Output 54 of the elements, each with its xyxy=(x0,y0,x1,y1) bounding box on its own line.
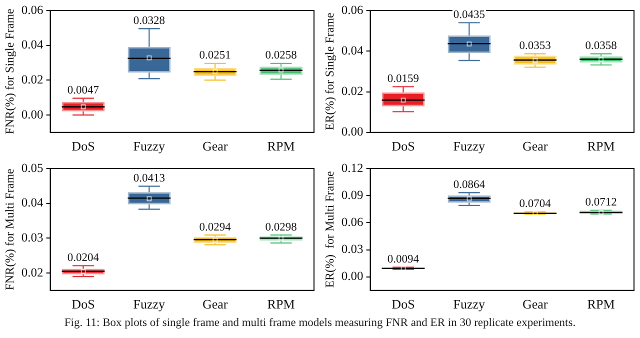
text: 0.0298 xyxy=(265,221,297,234)
y-tick-label: 0.04 xyxy=(21,38,44,52)
text: 0.0251 xyxy=(199,50,231,62)
y-axis-title: ER(%) for Single Frame xyxy=(322,12,336,130)
x-tick-label: Fuzzy xyxy=(453,296,486,312)
y-axis-title: FNR(%) for Multi Frame xyxy=(2,168,16,290)
y-tick-label: 0.03 xyxy=(341,242,364,256)
x-tick-label: Fuzzy xyxy=(133,138,166,154)
y-tick-label: 0.00 xyxy=(341,124,364,139)
y-tick-label: 0.06 xyxy=(341,2,364,17)
x-tick-label: Gear xyxy=(522,296,548,312)
y-tick-label: 0.02 xyxy=(21,265,44,280)
x-tick-label: Gear xyxy=(202,296,228,312)
caption: Fig. 11: Box plots of single frame and multi frame models measuring FNR and ER in 30 replicate experiments. xyxy=(63,316,577,330)
x-tick-label: Fuzzy xyxy=(133,296,166,312)
y-tick-label: 0.03 xyxy=(21,230,44,244)
y-tick-label: 0.02 xyxy=(341,84,364,98)
x-tick-label: RPM xyxy=(587,296,616,312)
x-tick-label: DoS xyxy=(392,296,415,312)
text: 0.0094 xyxy=(387,254,420,266)
text: 0.0358 xyxy=(585,40,617,52)
x-tick-label: Gear xyxy=(522,138,548,154)
y-tick-label: 0.12 xyxy=(341,160,364,175)
text: 0.0258 xyxy=(265,50,297,62)
text: 0.0435 xyxy=(453,8,485,21)
y-tick-label: 0.04 xyxy=(341,43,364,58)
x-tick-label: DoS xyxy=(72,296,95,312)
x-tick-label: DoS xyxy=(72,138,95,154)
x-tick-label: Gear xyxy=(202,138,228,154)
y-axis-title: FNR(%) for Single Frame xyxy=(2,8,16,134)
y-tick-label: 0.00 xyxy=(21,107,44,122)
text: 0.0413 xyxy=(133,172,165,185)
text: 0.0047 xyxy=(67,84,100,97)
text: 0.0864 xyxy=(453,178,485,191)
y-tick-label: 0.02 xyxy=(21,72,44,86)
x-tick-label: RPM xyxy=(267,296,296,312)
y-tick-label: 0.06 xyxy=(21,2,44,17)
y-tick-label: 0.04 xyxy=(21,196,44,210)
y-tick-label: 0.06 xyxy=(341,214,364,229)
text: 0.0328 xyxy=(133,14,165,27)
y-tick-label: 0.05 xyxy=(21,160,44,175)
y-tick-label: 0.00 xyxy=(341,269,364,284)
y-tick-label: 0.09 xyxy=(341,188,364,202)
text: 0.0353 xyxy=(519,40,551,52)
x-tick-label: Fuzzy xyxy=(453,138,486,154)
text: 0.0204 xyxy=(67,252,100,264)
y-axis-title: ER(%) for Multi Frame xyxy=(322,171,336,288)
text: 0.0159 xyxy=(387,72,420,85)
text: 0.0294 xyxy=(199,221,231,234)
text: 0.0704 xyxy=(519,198,551,210)
text: 0.0712 xyxy=(585,196,617,209)
x-tick-label: RPM xyxy=(267,138,296,154)
x-tick-label: RPM xyxy=(587,138,616,154)
x-tick-label: DoS xyxy=(392,138,415,154)
